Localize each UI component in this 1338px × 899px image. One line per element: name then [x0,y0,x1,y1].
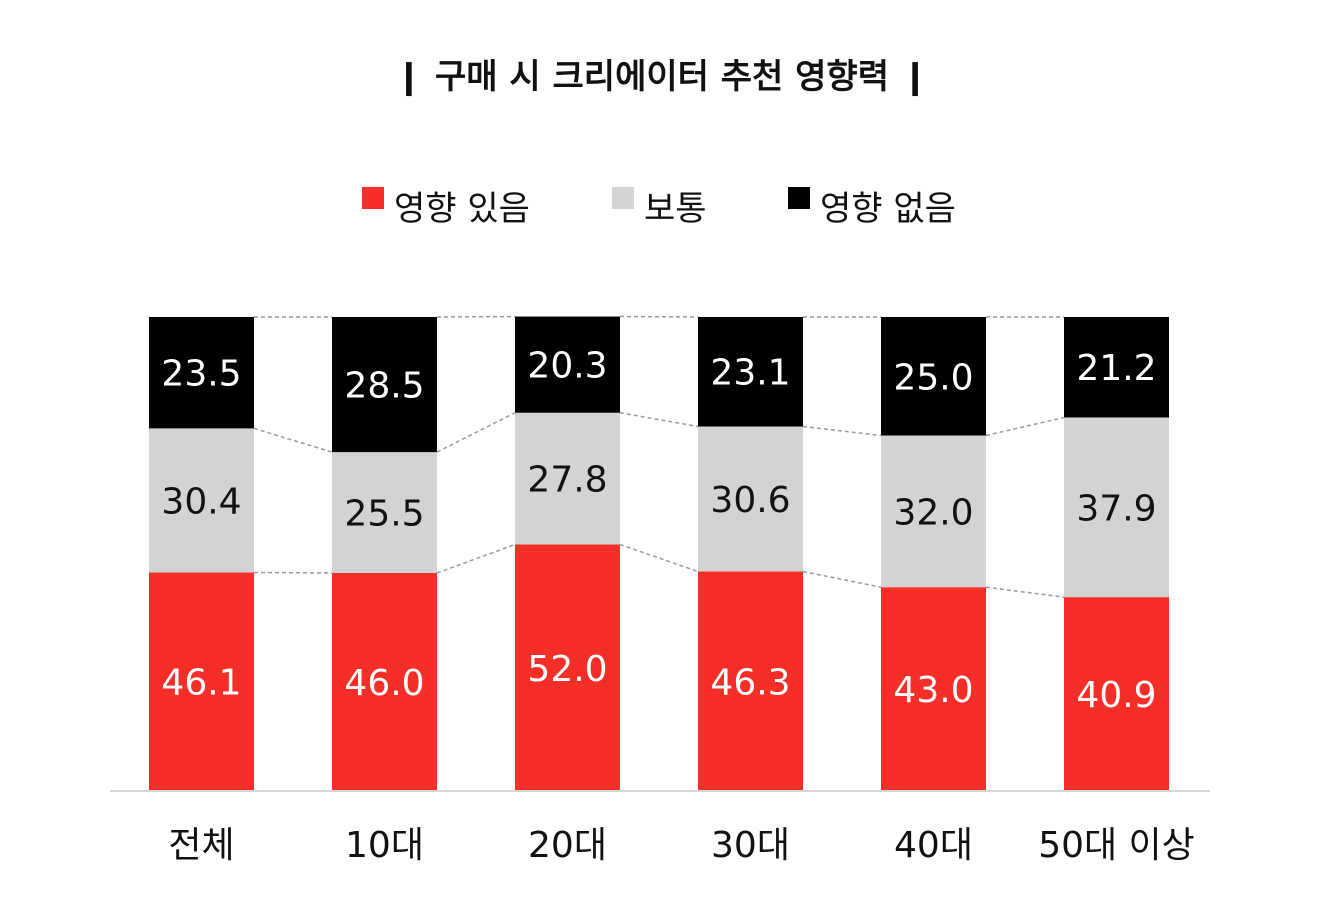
legend-swatch-1 [362,187,384,209]
value-label-3-6: 21.2 [1076,348,1156,389]
value-label-3-1: 23.5 [161,354,241,395]
bar-segment-1-6 [1064,597,1169,791]
bar-segment-2-3 [515,412,620,545]
connector-2-3 [619,412,699,428]
bar-segment-2-4 [698,426,803,572]
value-label-3-4: 23.1 [710,353,790,394]
value-label-2-5: 32.0 [893,492,973,533]
value-label-3-2: 28.5 [344,366,424,407]
value-label-1-4: 46.3 [710,662,790,703]
bar-segment-1-5 [881,587,986,791]
bar-segment-3-3 [515,316,620,413]
value-label-1-3: 52.0 [527,649,607,690]
bar-segment-2-6 [1064,417,1169,598]
category-label-5: 40대 [894,825,973,866]
value-label-2-3: 27.8 [527,460,607,501]
legend-swatch-3 [788,187,810,209]
connector-2-2 [436,412,516,453]
bar-segment-1-2 [332,572,437,791]
value-label-1-2: 46.0 [344,663,424,704]
connector-1-5 [985,586,1065,598]
category-label-6: 50대 이상 [1038,825,1195,866]
connector-lines [253,315,1065,598]
connector-2-5 [985,416,1065,437]
value-label-1-1: 46.1 [161,663,241,704]
chart-title: ❙ 구매 시 크리에이터 추천 영향력 ❙ [395,57,930,97]
category-labels: 전체 10대 20대 30대 40대 50대 이상 [168,825,1194,866]
legend-label-1: 영향 있음 [394,189,530,229]
bar-segment-2-1 [149,428,254,573]
connector-2-1 [253,427,333,453]
value-label-3-3: 20.3 [527,346,607,387]
category-label-2: 10대 [345,825,424,866]
value-label-3-5: 25.0 [893,357,973,398]
value-label-1-6: 40.9 [1076,675,1156,716]
connector-1-3 [619,543,699,573]
bar-segment-1-4 [698,571,803,791]
bar-segment-2-2 [332,452,437,573]
connector-2-4 [802,425,882,437]
legend-label-3: 영향 없음 [820,189,956,229]
category-label-1: 전체 [168,825,234,866]
value-label-2-4: 30.6 [710,480,790,521]
value-label-2-2: 25.5 [344,494,424,535]
bar-segment-3-2 [332,317,437,453]
bar-segment-3-5 [881,317,986,436]
value-label-2-1: 30.4 [161,481,241,522]
legend-swatch-2 [612,187,634,209]
value-label-2-6: 37.9 [1076,488,1156,529]
connector-1-2 [436,543,516,574]
connector-1-4 [802,570,882,588]
bars [149,316,1169,791]
bar-segment-3-1 [149,317,254,429]
category-label-3: 20대 [528,825,607,866]
bar-segment-3-4 [698,317,803,427]
bar-segment-2-5 [881,435,986,588]
value-label-1-5: 43.0 [893,670,973,711]
category-label-4: 30대 [711,825,790,866]
bar-segment-1-3 [515,544,620,791]
legend-label-2: 보통 [644,189,707,229]
value-labels: 46.1 30.4 23.5 46.0 25.5 28.5 52.0 27.8 20.3 46.3… [161,346,1156,716]
legend: 영향 있음 보통 영향 없음 [362,187,956,229]
bar-segment-1-1 [149,572,254,791]
bar-segment-3-6 [1064,317,1169,418]
